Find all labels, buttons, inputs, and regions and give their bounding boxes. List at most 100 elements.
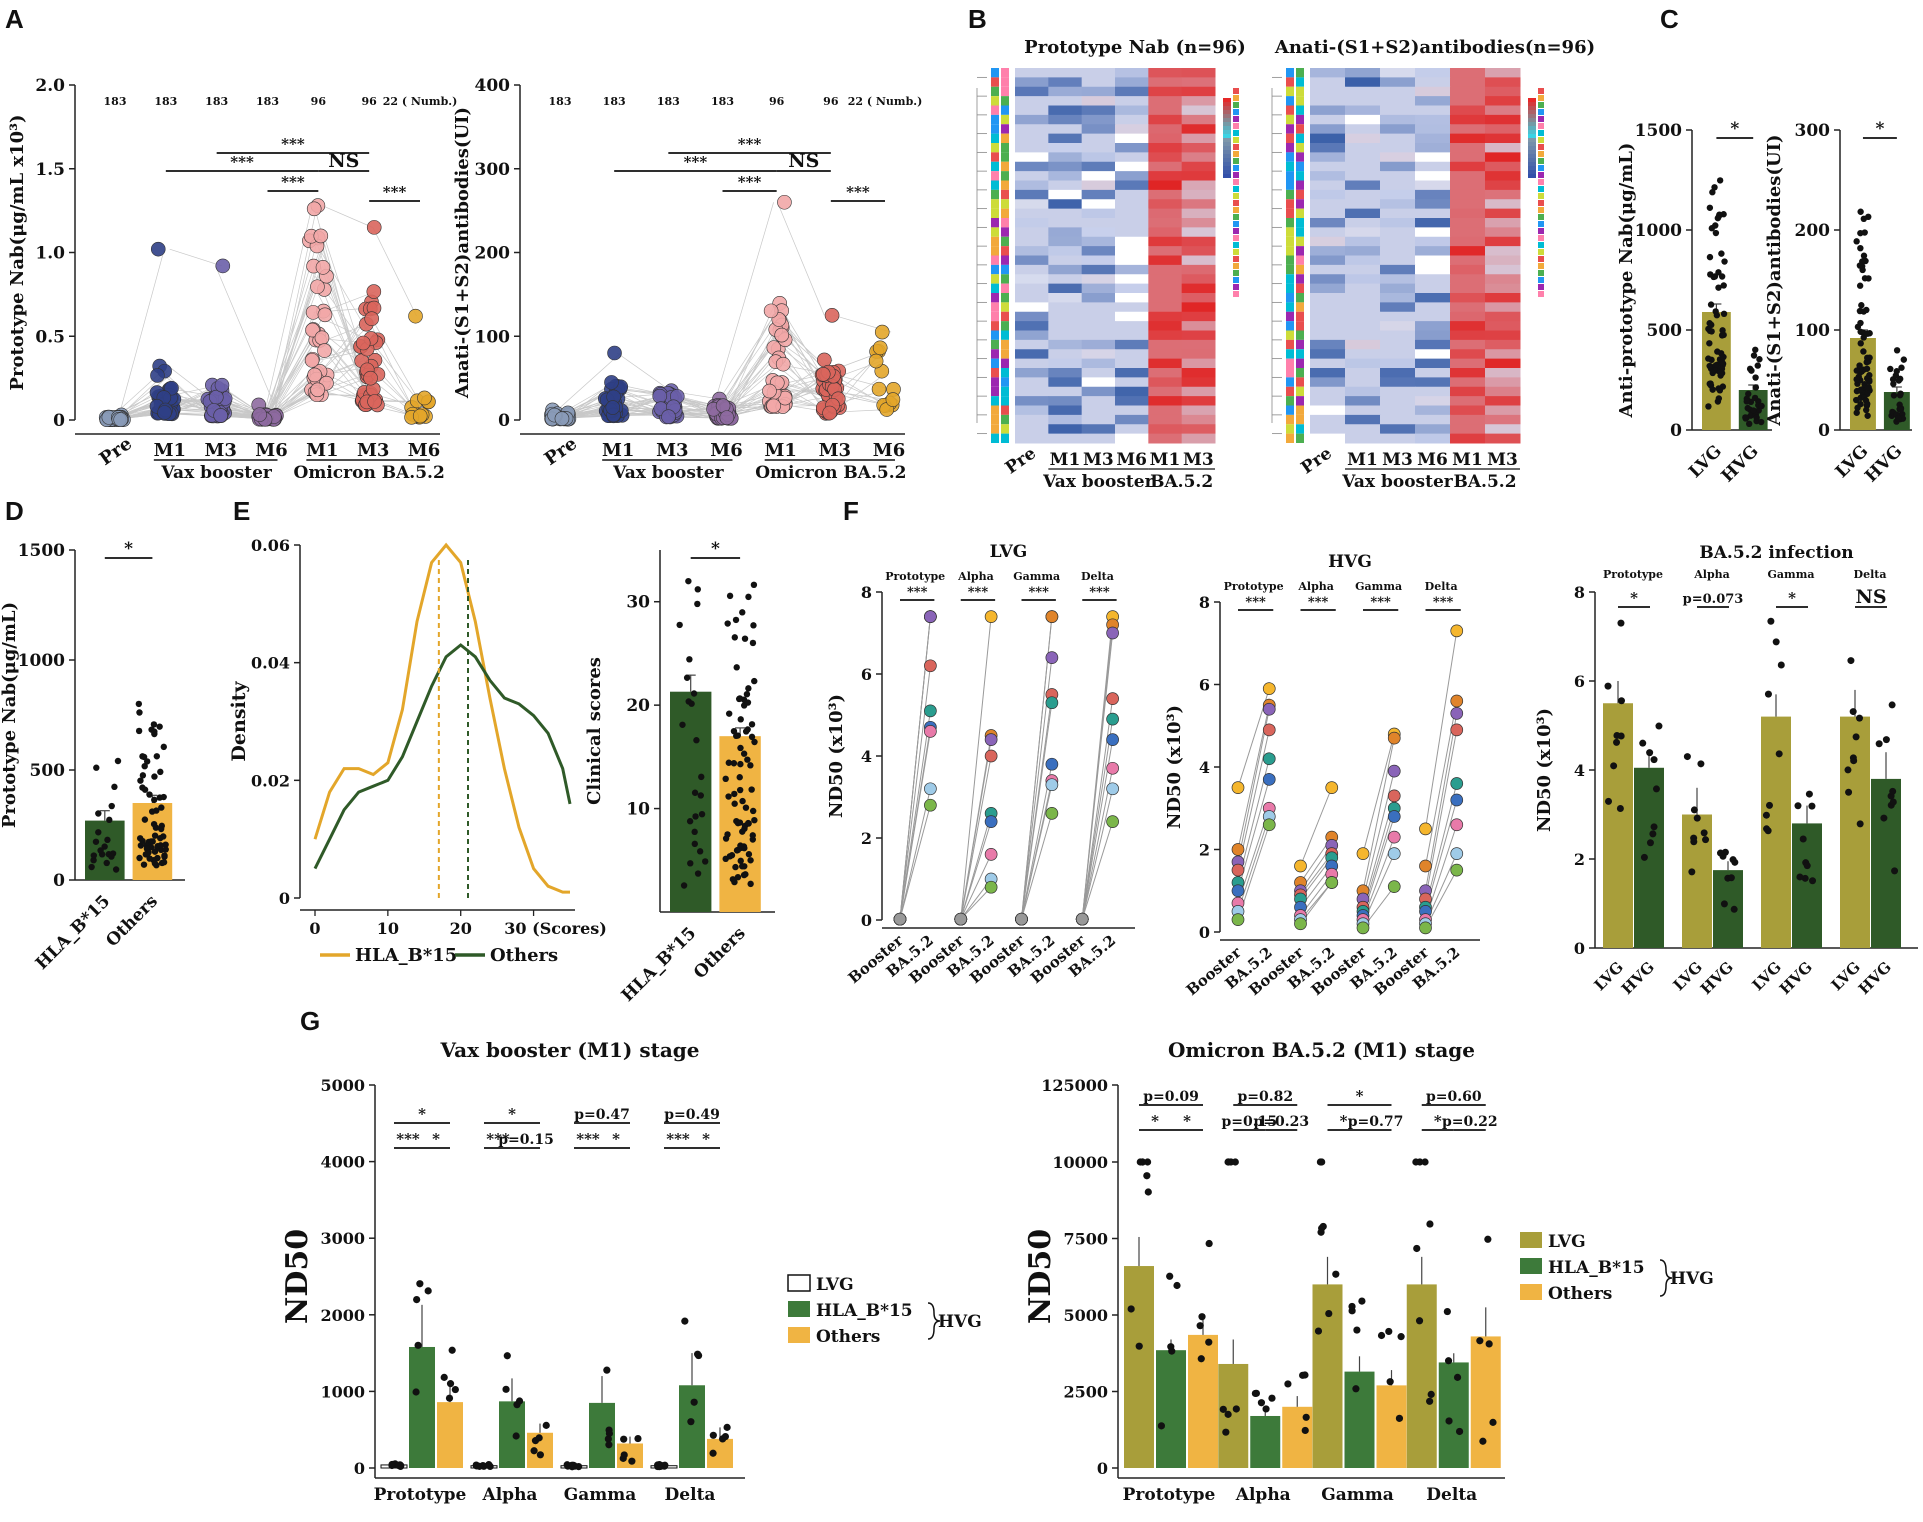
annotation-strip [1296,161,1304,172]
heatmap-cell [1450,114,1486,125]
heatmap-cell [1345,368,1381,378]
legend-swatch [1233,284,1239,290]
heatmap-cell [1048,180,1083,191]
y-tick-label: 125000 [1041,1076,1108,1095]
sig-label: *** [1433,595,1454,610]
y-tick-label: 200 [1795,221,1831,241]
data-point [314,330,330,346]
variant-label: Delta [1425,580,1458,593]
panel-letter-c: C [1660,4,1679,34]
annotation-strip [1286,227,1294,237]
x-tick-label: Gamma [1321,1485,1394,1505]
annotation-strip [1296,133,1304,143]
legend-swatch [1538,165,1544,171]
y-tick-label: 0 [1199,923,1210,942]
heatmap-cell [1450,311,1486,322]
y-tick-label: 4 [1199,758,1210,777]
heatmap-cell [1048,171,1083,181]
bar [499,1401,525,1468]
heatmap-cell [1485,302,1521,313]
data-point [1485,1340,1493,1348]
data-point [741,635,749,642]
x-tick-label: Delta [1426,1485,1477,1505]
heatmap-cell [1015,96,1049,106]
legend-swatch [1233,95,1239,101]
data-point [680,882,688,889]
heatmap-cell [1048,414,1083,425]
heatmap-cell [1015,349,1049,360]
data-point [815,367,831,382]
heatmap-cell [1415,124,1451,135]
data-point [156,723,163,730]
heatmap-cell [1181,96,1216,106]
heatmap-cell [1181,330,1216,341]
panel-a-prototype-nab-chart: 00.51.01.52.0183Pre183M1183M3183M696M196… [7,76,457,483]
data-point [1693,814,1701,822]
annotation-strip [1001,227,1009,237]
x-tick-label: Others [690,923,750,983]
heatmap-cell [1380,143,1416,153]
data-point [1856,307,1864,315]
data-point [1794,802,1802,810]
x-tick-label: HVG [1776,958,1816,998]
heatmap-cell [1415,236,1451,247]
annotation-strip [1286,349,1294,359]
heatmap-cell [1310,105,1346,116]
pair-line [1237,709,1270,862]
annotation-strip [1286,255,1294,265]
heatmap-cell [1485,189,1521,200]
annotation-strip [1286,321,1294,331]
heatmap-cell [1310,414,1346,425]
heatmap-cell [1081,246,1116,256]
annotation-strip [991,180,999,190]
data-point [305,305,321,320]
heatmap-cell [1450,227,1486,238]
data-point [1765,801,1773,809]
annotation-strip [991,368,999,378]
heatmap-cell [1310,189,1346,200]
data-point [740,871,748,879]
data-point [874,324,890,340]
data-point [687,860,694,867]
annotation-strip [1001,433,1009,443]
heatmap-cell [1048,293,1083,303]
y-tick-label: 0 [1574,939,1585,958]
count-label: 22 ( Numb.) [848,95,923,108]
annotation-strip [1001,133,1009,143]
data-point [1714,348,1721,355]
pair-line [616,352,671,391]
data-point [731,878,738,886]
annotation-strip [1001,424,1009,434]
data-point [620,1451,628,1459]
heatmap-cell [1015,161,1049,172]
heatmap-cell [1181,161,1216,172]
legend-brace [927,1302,941,1340]
data-point [1650,756,1658,764]
annotation-strip [1296,68,1304,78]
sig-label: p=0.23 [1253,1114,1309,1130]
heatmap-cell [1380,368,1416,378]
heatmap-cell [1415,321,1451,331]
data-point [1332,1270,1340,1278]
data-point [1709,189,1716,196]
annotation-strip [1001,311,1009,322]
data-point [1863,406,1870,414]
data-point [1649,830,1657,838]
heatmap-cell [1310,264,1346,275]
heatmap-cell [1015,368,1049,378]
y-tick-label: 10 [626,800,650,820]
data-point [1852,733,1860,741]
legend-swatch [1538,137,1544,143]
heatmap-cell [1415,358,1451,369]
annotation-strip [991,264,999,275]
heatmap-cell [1148,86,1183,97]
heatmap-cell [1048,264,1083,275]
group-label: BA.5.2 [1453,472,1516,492]
bar [437,1402,463,1468]
data-point [701,858,709,865]
annotation-strip [1286,180,1294,190]
data-point [1753,414,1760,421]
data-point [103,859,110,867]
data-point [1887,365,1894,373]
panel-letter-e: E [233,496,250,526]
